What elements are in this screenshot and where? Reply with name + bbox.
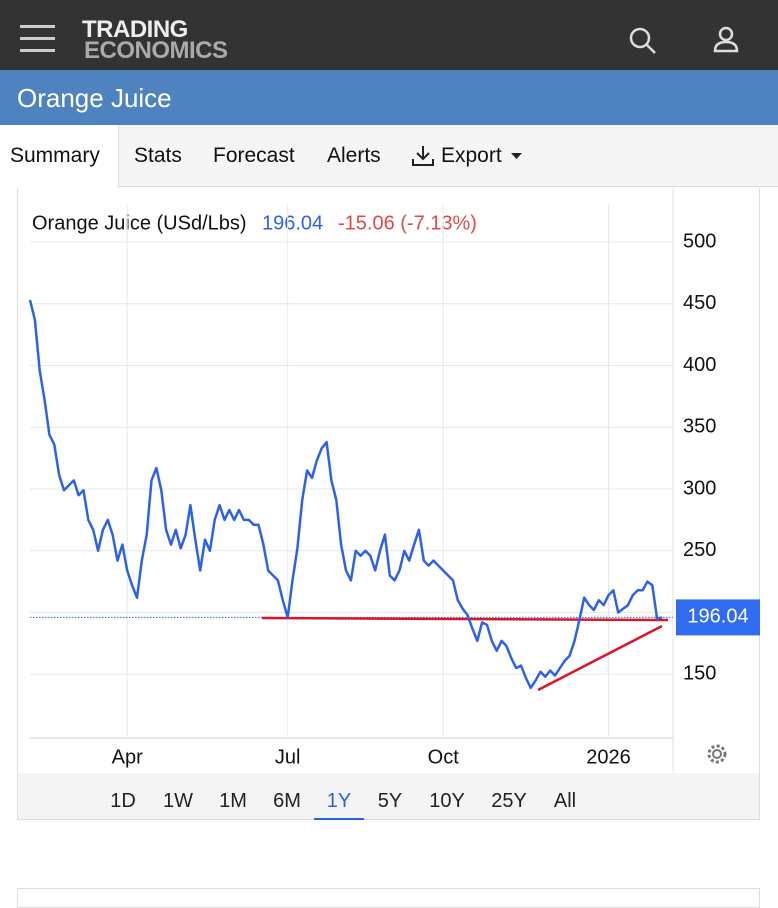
- range-button[interactable]: 1Y: [314, 778, 364, 820]
- y-tick-label: 400: [683, 354, 716, 376]
- tab[interactable]: Forecast: [213, 144, 295, 167]
- drawn-line: [261, 616, 669, 622]
- tab[interactable]: Stats: [134, 144, 182, 167]
- tab-bar: [0, 125, 778, 187]
- legend-change: -15.06 (-7.13%): [338, 212, 477, 234]
- chart-card: [17, 188, 760, 820]
- next-card: [17, 888, 760, 908]
- x-tick-label: 2026: [586, 746, 631, 768]
- range-button[interactable]: All: [553, 790, 577, 812]
- chart: Orange Juice (USd/Lbs) 196.04 -15.06 (-7…: [28, 188, 760, 772]
- y-tick-label: 500: [683, 230, 716, 252]
- range-button[interactable]: 1W: [163, 790, 193, 812]
- settings-icon[interactable]: [707, 744, 727, 764]
- price-line: [28, 299, 663, 690]
- y-tick-label: 250: [683, 539, 716, 561]
- legend-name: Orange Juice (USd/Lbs): [32, 212, 247, 234]
- range-button[interactable]: 10Y: [429, 790, 465, 812]
- drawn-line: [537, 624, 663, 692]
- page-title: Orange Juice: [17, 83, 172, 113]
- y-tick-label: 350: [683, 416, 716, 438]
- logo-top[interactable]: TRADING: [82, 16, 188, 43]
- price-badge: [676, 599, 760, 636]
- tab[interactable]: Summary: [0, 125, 119, 188]
- x-tick-label: Jul: [275, 746, 301, 768]
- range-button[interactable]: 1M: [219, 790, 247, 812]
- legend-value: 196.04: [262, 212, 323, 234]
- menu-icon[interactable]: [20, 25, 56, 53]
- range-button[interactable]: 25Y: [491, 790, 527, 812]
- grid: [30, 205, 673, 738]
- range-button[interactable]: 6M: [273, 790, 301, 812]
- download-icon[interactable]: [411, 144, 435, 168]
- x-tick-label: Apr: [112, 746, 143, 768]
- range-button[interactable]: 5Y: [377, 790, 403, 812]
- user-icon[interactable]: [712, 26, 742, 54]
- title-bar: [0, 70, 778, 125]
- y-tick-label: 150: [683, 663, 716, 685]
- price-badge-label: 196.04: [687, 606, 748, 628]
- range-button[interactable]: 1D: [110, 790, 136, 812]
- search-icon[interactable]: [628, 26, 660, 56]
- x-tick-label: Oct: [428, 746, 460, 768]
- dropdown-caret[interactable]: [510, 151, 524, 161]
- y-tick-label: 300: [683, 477, 716, 499]
- range-bar: [18, 773, 759, 819]
- logo-bottom[interactable]: ECONOMICS: [84, 37, 228, 64]
- y-tick-label: 450: [683, 292, 716, 314]
- tab[interactable]: Alerts: [327, 144, 381, 167]
- tab[interactable]: Export: [441, 144, 502, 167]
